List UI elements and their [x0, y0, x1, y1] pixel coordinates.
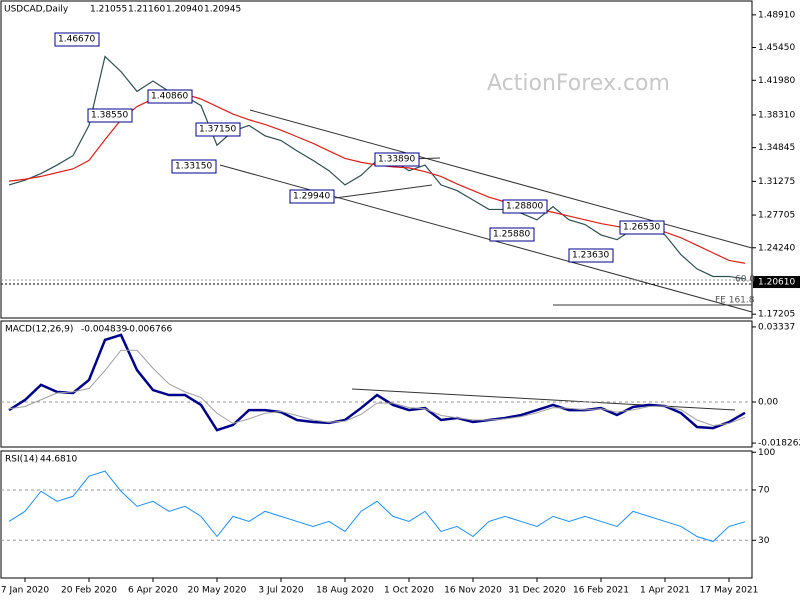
annotation: 1.26530	[623, 223, 660, 233]
price-box	[753, 276, 800, 289]
x-tick-label: 16 Nov 2020	[444, 586, 502, 596]
x-tick-label: 20 May 2020	[188, 586, 247, 596]
annotation-box	[171, 159, 217, 174]
x-tick-label: 18 Aug 2020	[316, 586, 374, 596]
y-tick-label: 0.03337	[758, 322, 795, 332]
quote: 1.20940	[166, 5, 203, 15]
x-tick-label: 16 Feb 2021	[573, 586, 629, 596]
annotation: 1.46670	[58, 35, 95, 45]
y-tick-label: 1.41980	[758, 76, 795, 86]
x-tick-label: 6 Apr 2020	[128, 586, 178, 596]
main-panel	[0, 0, 753, 319]
series-line	[8, 470, 746, 543]
annotation: 1.38550	[91, 111, 128, 121]
annotation: 60.0	[735, 275, 755, 285]
y-tick-label: 30	[758, 536, 770, 546]
annotation-box	[619, 220, 665, 235]
annotation-box	[374, 152, 420, 167]
y-tick-label: 1.38310	[758, 110, 795, 120]
annotation-box	[147, 89, 193, 104]
annotation: 1.23630	[572, 251, 609, 261]
annotation: 1.29940	[293, 192, 330, 202]
y-tick-label: 0.00	[758, 398, 778, 408]
annotation: FE 161.8	[715, 296, 755, 306]
annotation: 1.28800	[506, 202, 543, 212]
macd-panel	[0, 320, 753, 448]
indicator-title: MACD(12,26,9)	[5, 325, 73, 335]
y-tick-label: 1.17205	[758, 310, 795, 320]
y-tick-label: 1.34845	[758, 143, 795, 153]
y-tick-label: 1.24240	[758, 243, 795, 253]
annotation-box	[289, 189, 335, 204]
annotation: 1.33890	[378, 155, 415, 165]
annotation: 1.33150	[175, 162, 212, 172]
price-label: 1.20610	[758, 278, 795, 288]
x-tick-label: 1 Oct 2020	[384, 586, 434, 596]
y-tick-label: 100	[758, 448, 775, 458]
quote: 1.20945	[204, 5, 241, 15]
symbol: USDCAD,Daily	[4, 5, 69, 15]
y-tick-label: -0.018262	[758, 439, 800, 449]
series-line	[8, 349, 746, 427]
annotation-box	[87, 108, 133, 123]
indicator-value: 44.6810	[40, 455, 77, 465]
series-line	[8, 333, 746, 432]
indicator-title: RSI(14)	[5, 455, 38, 465]
annotation-box	[54, 32, 100, 47]
annotation: 1.37150	[199, 125, 236, 135]
x-tick-label: 3 Jul 2020	[258, 586, 303, 596]
y-tick-label: 1.31275	[758, 177, 795, 187]
y-tick-label: 1.45450	[758, 43, 795, 53]
x-tick-label: 7 Jan 2020	[1, 586, 49, 596]
annotation-box	[195, 122, 241, 137]
indicator-value: -0.006766	[126, 325, 172, 335]
x-tick-label: 17 May 2021	[700, 586, 759, 596]
quote: 1.21160	[128, 5, 165, 15]
annotation-box	[489, 227, 535, 242]
watermark: ActionForex.com	[487, 71, 670, 96]
y-tick-label: 70	[758, 485, 770, 495]
y-tick-label: 1.27705	[758, 211, 795, 221]
x-tick-label: 20 Feb 2020	[61, 586, 117, 596]
annotation-box	[568, 248, 614, 263]
indicator-value: -0.004839	[81, 325, 127, 335]
x-tick-label: 31 Dec 2020	[508, 586, 566, 596]
annotation: 1.25880	[493, 230, 530, 240]
x-tick-label: 1 Apr 2021	[640, 586, 690, 596]
annotation-box	[502, 199, 548, 214]
channel	[219, 109, 753, 411]
quote: 1.21055	[90, 5, 127, 15]
rsi-panel	[0, 450, 753, 579]
y-tick-label: 1.48910	[758, 10, 795, 20]
annotation: 1.40860	[151, 92, 188, 102]
